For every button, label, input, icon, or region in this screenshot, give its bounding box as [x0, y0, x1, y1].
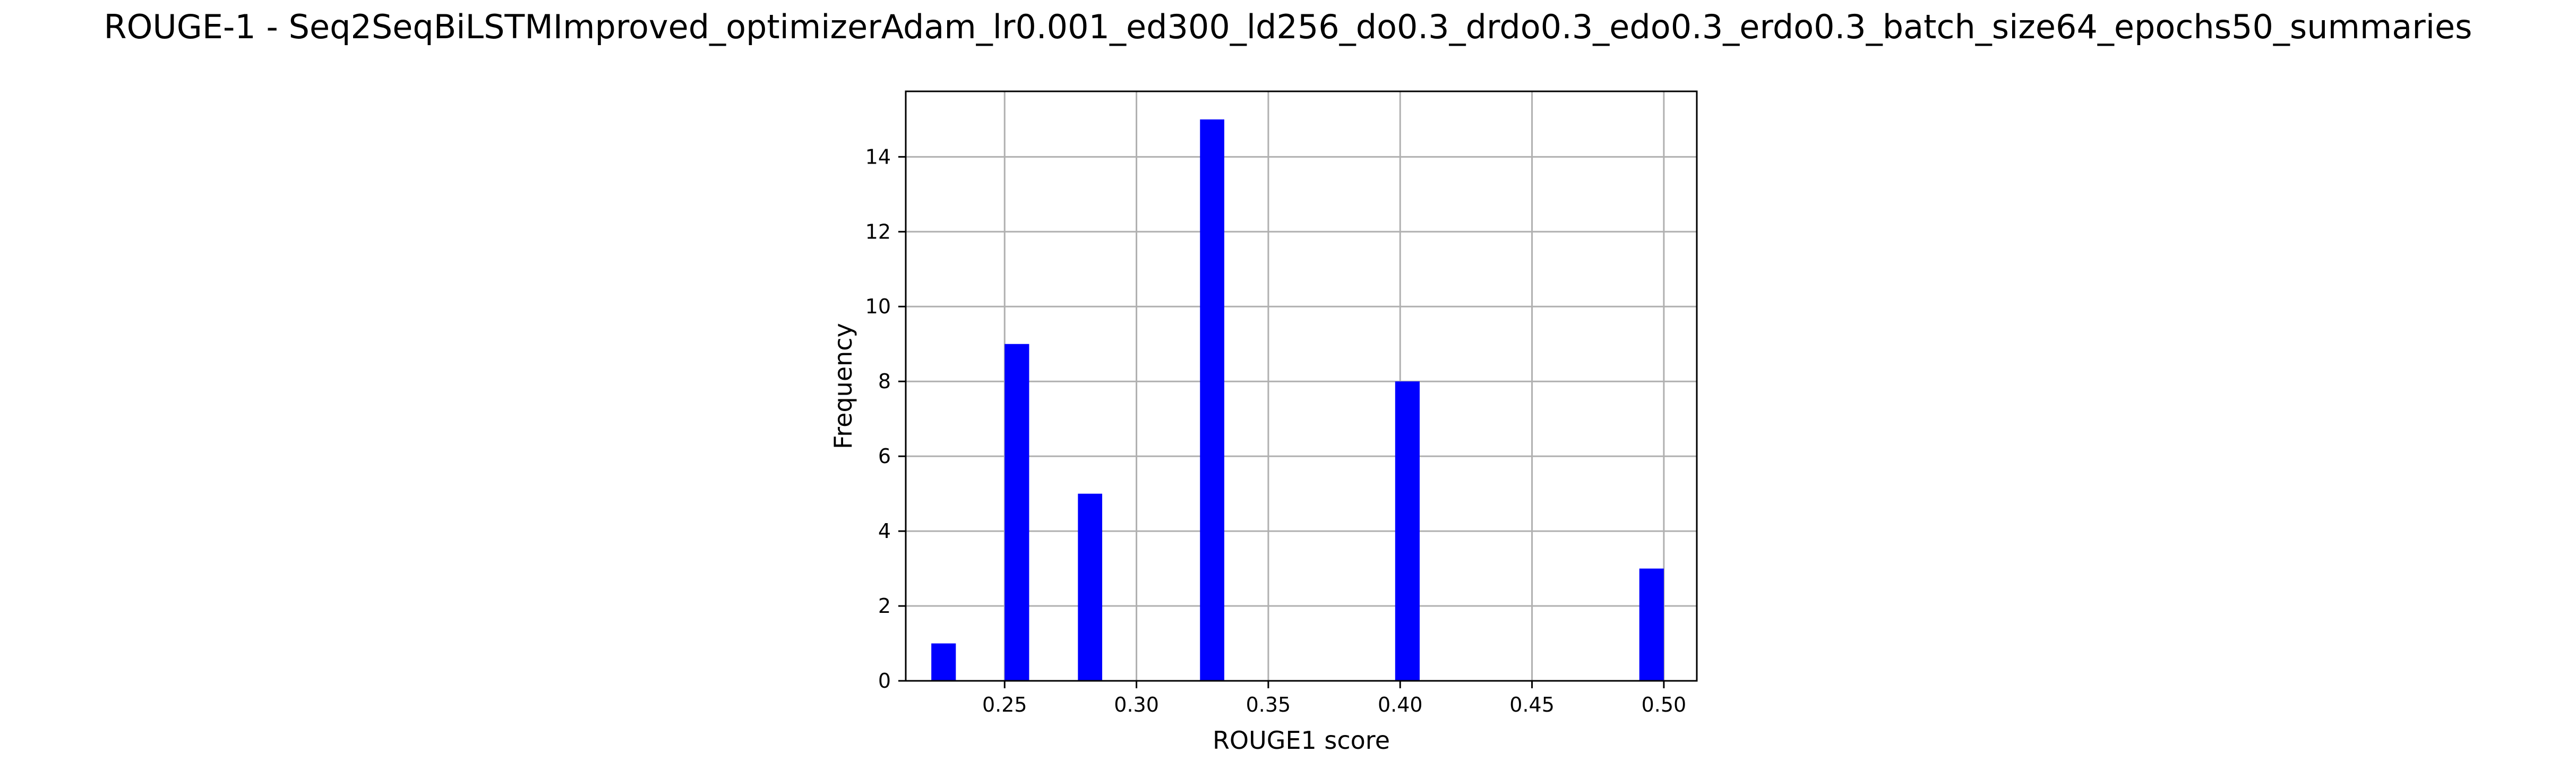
- grid-lines: [906, 91, 1697, 682]
- y-tick-label: 14: [865, 145, 891, 168]
- y-tick-label: 6: [878, 445, 891, 468]
- bars: [931, 119, 1664, 681]
- x-tick-label: 0.50: [1642, 693, 1687, 716]
- y-tick-label: 2: [878, 594, 891, 618]
- histogram-bar: [931, 643, 956, 681]
- x-tick-label: 0.35: [1246, 693, 1291, 716]
- histogram-bar: [1200, 119, 1224, 681]
- tick-marks: [898, 156, 1665, 688]
- y-tick-label: 12: [865, 220, 891, 243]
- x-tick-label: 0.25: [982, 693, 1027, 716]
- x-tick-label: 0.40: [1378, 693, 1423, 716]
- x-axis-label: ROUGE1 score: [1213, 726, 1390, 755]
- histogram-bar: [1078, 493, 1103, 681]
- y-axis-label: Frequency: [829, 323, 857, 449]
- histogram-bar: [1004, 344, 1029, 681]
- chart-title: ROUGE-1 - Seq2SeqBiLSTMImproved_optimize…: [104, 7, 2472, 46]
- y-tick-label: 8: [878, 370, 891, 393]
- y-tick-label: 10: [865, 295, 891, 318]
- y-tick-label: 0: [878, 669, 891, 693]
- plot-frame: [905, 90, 1698, 682]
- x-tick-label: 0.30: [1114, 693, 1159, 716]
- histogram-bar: [1639, 568, 1664, 681]
- tick-labels: 0.25 0.30 0.35 0.40 0.45 0.50 0 2 4 6 8 10 12 14: [865, 145, 1687, 716]
- x-tick-label: 0.45: [1509, 693, 1555, 716]
- y-tick-label: 4: [878, 519, 891, 543]
- histogram-bar: [1395, 381, 1420, 681]
